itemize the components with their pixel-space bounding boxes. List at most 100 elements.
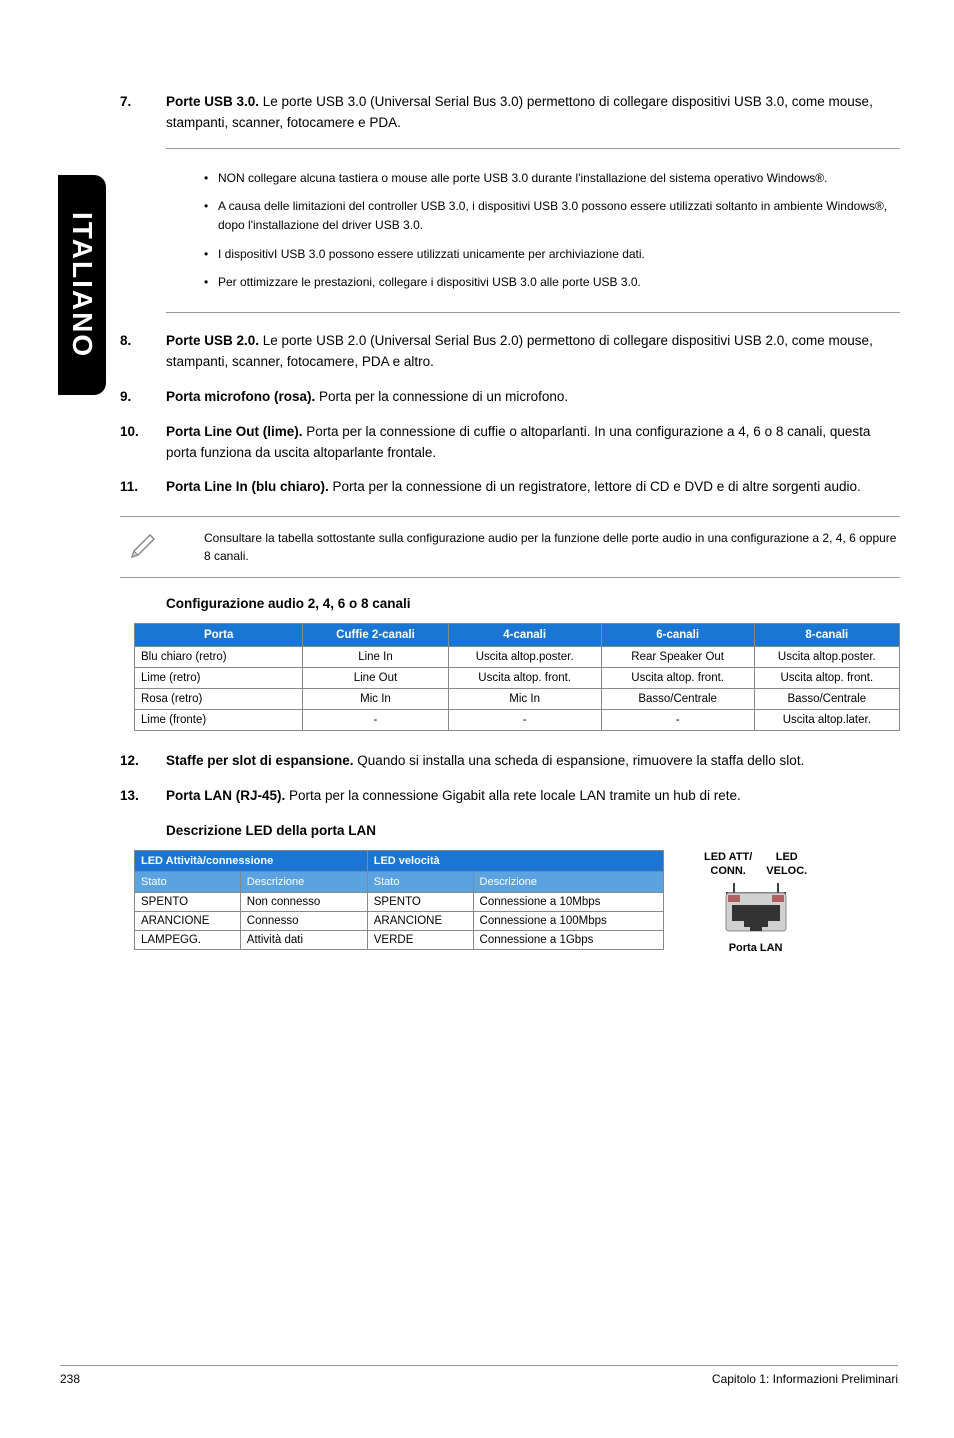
pencil-note-text: Consultare la tabella sottostante sulla … [166,529,900,565]
item-title: Staffe per slot di espansione. [166,753,354,768]
item-title: Porta Line Out (lime). [166,424,303,439]
table-header: LED Attività/connessione [135,851,368,872]
table-cell: Attività dati [240,931,367,950]
lan-port-icon [716,883,796,935]
table-cell: Connessione a 10Mbps [473,893,663,912]
table-cell: LAMPEGG. [135,931,241,950]
table-row: Lime (fronte)---Uscita altop.later. [135,710,900,731]
item-body: Staffe per slot di espansione. Quando si… [166,751,900,772]
table-header-row: LED Attività/connessione LED velocità [135,851,664,872]
list-item: 10. Porta Line Out (lime). Porta per la … [120,422,900,464]
note-item: Per ottimizzare le prestazioni, collegar… [204,273,900,292]
table-cell: VERDE [367,931,473,950]
table-header: 6-canali [601,624,754,647]
item-number: 7. [120,92,166,134]
table-header-row: Porta Cuffie 2-canali 4-canali 6-canali … [135,624,900,647]
item-body: Porta LAN (RJ-45). Porta per la connessi… [166,786,900,807]
list-item: 8. Porte USB 2.0. Le porte USB 2.0 (Univ… [120,331,900,373]
table-header: 8-canali [754,624,899,647]
pencil-icon [120,529,166,565]
table-row: LAMPEGG.Attività datiVERDEConnessione a … [135,931,664,950]
table-cell: Uscita altop. front. [448,668,601,689]
item-number: 11. [120,477,166,498]
main-content: 7. Porte USB 3.0. Le porte USB 3.0 (Univ… [120,92,900,955]
audio-config-heading: Configurazione audio 2, 4, 6 o 8 canali [166,596,900,611]
lan-label-left-2: CONN. [710,865,745,877]
side-tab: ITALIANO [58,175,106,395]
table-header: LED velocità [367,851,663,872]
table-cell: Basso/Centrale [601,689,754,710]
table-cell: Uscita altop.later. [754,710,899,731]
list-item: 13. Porta LAN (RJ-45). Porta per la conn… [120,786,900,807]
audio-config-table: Porta Cuffie 2-canali 4-canali 6-canali … [134,623,900,731]
table-subheader-row: Stato Descrizione Stato Descrizione [135,872,664,893]
item-text: Porta per la connessione di un registrat… [329,479,861,494]
note-item: A causa delle limitazioni del controller… [204,197,900,234]
item-number: 9. [120,387,166,408]
item-number: 8. [120,331,166,373]
item-number: 10. [120,422,166,464]
item-body: Porta Line Out (lime). Porta per la conn… [166,422,900,464]
table-cell: Lime (retro) [135,668,303,689]
pencil-note: Consultare la tabella sottostante sulla … [120,516,900,578]
lan-led-table: LED Attività/connessione LED velocità St… [134,850,664,950]
table-cell: Uscita altop.poster. [754,647,899,668]
note-item: I dispositivI USB 3.0 possono essere uti… [204,245,900,264]
item-text: Porta per la connessione di un microfono… [315,389,568,404]
note-list: NON collegare alcuna tastiera o mouse al… [166,169,900,292]
note-box: NON collegare alcuna tastiera o mouse al… [166,148,900,313]
table-subheader: Descrizione [240,872,367,893]
item-title: Porta microfono (rosa). [166,389,315,404]
chapter-title: Capitolo 1: Informazioni Preliminari [712,1372,898,1386]
page-footer: 238 Capitolo 1: Informazioni Preliminari [60,1365,898,1386]
table-row: SPENTONon connessoSPENTOConnessione a 10… [135,893,664,912]
table-cell: Line In [303,647,448,668]
table-cell: Rosa (retro) [135,689,303,710]
list-item: 9. Porta microfono (rosa). Porta per la … [120,387,900,408]
item-body: Porte USB 2.0. Le porte USB 2.0 (Univers… [166,331,900,373]
table-header: 4-canali [448,624,601,647]
table-cell: ARANCIONE [135,912,241,931]
table-cell: - [303,710,448,731]
table-cell: Lime (fronte) [135,710,303,731]
table-cell: Blu chiaro (retro) [135,647,303,668]
table-subheader: Stato [367,872,473,893]
table-cell: Connessione a 100Mbps [473,912,663,931]
table-cell: Connessione a 1Gbps [473,931,663,950]
list-item: 12. Staffe per slot di espansione. Quand… [120,751,900,772]
table-cell: Uscita altop.poster. [448,647,601,668]
note-item: NON collegare alcuna tastiera o mouse al… [204,169,900,188]
table-cell: SPENTO [367,893,473,912]
item-title: Porte USB 3.0. [166,94,259,109]
table-row: Lime (retro)Line OutUscita altop. front.… [135,668,900,689]
item-body: Porta Line In (blu chiaro). Porta per la… [166,477,900,498]
lan-port-caption: Porta LAN [704,941,807,955]
table-cell: Uscita altop. front. [601,668,754,689]
table-row: Blu chiaro (retro)Line InUscita altop.po… [135,647,900,668]
item-title: Porta Line In (blu chiaro). [166,479,329,494]
table-row: Rosa (retro)Mic InMic InBasso/CentraleBa… [135,689,900,710]
table-subheader: Descrizione [473,872,663,893]
lan-label-right-2: VELOC. [766,865,807,877]
table-cell: Mic In [448,689,601,710]
item-text: Quando si installa una scheda di espansi… [354,753,805,768]
lan-port-diagram: LED ATT/ CONN. LED VELOC. [704,850,807,955]
item-body: Porte USB 3.0. Le porte USB 3.0 (Univers… [166,92,900,134]
lan-label-left-1: LED ATT/ [704,851,752,863]
table-cell: Connesso [240,912,367,931]
page-number: 238 [60,1372,80,1386]
list-item: 7. Porte USB 3.0. Le porte USB 3.0 (Univ… [120,92,900,134]
item-number: 12. [120,751,166,772]
item-text: Le porte USB 3.0 (Universal Serial Bus 3… [166,94,873,130]
table-cell: ARANCIONE [367,912,473,931]
lan-section: LED Attività/connessione LED velocità St… [134,850,900,955]
item-text: Porta per la connessione Gigabit alla re… [285,788,741,803]
table-cell: - [601,710,754,731]
list-item: 11. Porta Line In (blu chiaro). Porta pe… [120,477,900,498]
item-title: Porta LAN (RJ-45). [166,788,285,803]
item-body: Porta microfono (rosa). Porta per la con… [166,387,900,408]
table-cell: - [448,710,601,731]
item-number: 13. [120,786,166,807]
lan-label-right-1: LED [776,851,798,863]
table-cell: Rear Speaker Out [601,647,754,668]
